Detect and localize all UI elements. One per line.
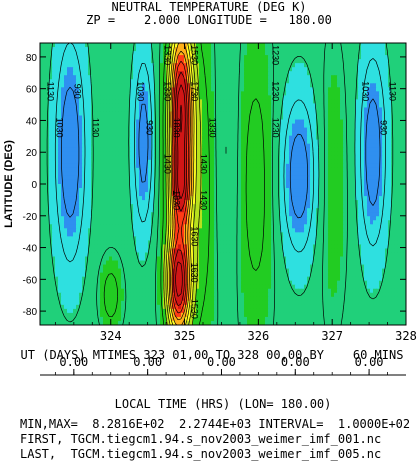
local-time-axis: 0.00 0.00 0.00 0.00 0.00 xyxy=(40,355,406,376)
contour-label: 1130 xyxy=(90,118,100,137)
contour-label: 1530 xyxy=(190,299,200,319)
contour-2230 xyxy=(179,104,183,133)
contour-1530 xyxy=(165,43,197,325)
y-tick-label: 0 xyxy=(31,180,37,191)
y-tick-label: 60 xyxy=(26,85,38,96)
contour-1630 xyxy=(167,43,195,325)
x-axis-title: UT (DAYS) MTIMES 323 01,00 TO 328 00,00 … xyxy=(20,348,404,362)
contour-label: 1230 xyxy=(271,118,281,138)
contour-label: 1630 xyxy=(190,263,200,283)
contour-label: 930 xyxy=(379,120,389,135)
contour-1430 xyxy=(163,43,202,325)
local-time-tick-label: 0.00 xyxy=(59,355,88,369)
contour-label: 1830 xyxy=(172,118,182,138)
y-tick-label: 40 xyxy=(26,116,38,127)
contour-2030 xyxy=(173,71,188,306)
plot-title: NEUTRAL TEMPERATURE (DEG K) xyxy=(111,0,307,14)
plot-subtitle: ZP = 2.000 LONGITUDE = 180.00 xyxy=(86,13,332,27)
local-time-axis-title: LOCAL TIME (HRS) (LON= 180.00) xyxy=(114,397,332,411)
contour-1930 xyxy=(171,60,190,314)
y-tick-label: -80 xyxy=(23,307,38,318)
contour-fill xyxy=(40,43,406,325)
local-time-tick-label: 0.00 xyxy=(133,355,162,369)
contour-1230 xyxy=(96,43,348,325)
last-file-text: LAST, TGCM.tiegcm1.94.s_nov2003_weimer_i… xyxy=(20,447,382,461)
y-tick-label: -60 xyxy=(23,275,38,286)
x-axis: 324 325 326 327 328 xyxy=(54,43,417,343)
y-tick-label: 20 xyxy=(26,148,38,159)
y-axis-label: LATITUDE (DEG) xyxy=(3,140,15,228)
local-time-tick-label: 0.00 xyxy=(281,355,310,369)
x-tick-label: 327 xyxy=(321,329,343,343)
contour-label: 1330 xyxy=(208,118,218,138)
contour-2130 xyxy=(175,84,186,297)
contour-label: 1230 xyxy=(271,45,281,65)
contour-label: 1830 xyxy=(172,190,182,210)
contour-label: 1230 xyxy=(271,81,281,101)
y-axis: -80 -60 -40 -20 0 20 40 60 80 xyxy=(23,53,406,318)
contour-label: 1130 xyxy=(388,82,398,101)
contour-label: 1330 xyxy=(163,81,173,101)
local-time-tick-label: 0.00 xyxy=(355,355,384,369)
contour-label: 1030 xyxy=(361,81,371,101)
contour-1030 xyxy=(54,43,386,263)
contour-label: 1430 xyxy=(163,154,173,174)
contour-label: 1530 xyxy=(190,45,200,65)
first-file-text: FIRST, TGCM.tiegcm1.94.s_nov2003_weimer_… xyxy=(20,432,382,446)
contour-label: 1330 xyxy=(163,45,173,65)
contour-1130 xyxy=(46,43,394,323)
x-tick-label: 324 xyxy=(100,329,122,343)
contour-label: 1730 xyxy=(190,81,200,101)
x-tick-label: 326 xyxy=(248,329,270,343)
contour-1330 xyxy=(103,43,265,325)
contour-label: 1130 xyxy=(46,82,56,101)
x-tick-label: 328 xyxy=(395,329,417,343)
x-tick-label: 325 xyxy=(174,329,196,343)
contour-label: 1430 xyxy=(199,190,209,210)
y-tick-label: -40 xyxy=(23,244,38,255)
contour-label: 1430 xyxy=(199,154,209,174)
contour-1830 xyxy=(170,50,191,321)
contour-label: 1630 xyxy=(190,226,200,246)
y-tick-label: 80 xyxy=(26,53,38,64)
contour-930 xyxy=(61,86,381,219)
contour-1730 xyxy=(168,43,193,325)
contour-lines: 930 930 930 1030 1030 1030 1130 1130 1130 1230 123… xyxy=(46,43,398,325)
min-max-interval-text: MIN,MAX= 8.2816E+02 2.2744E+03 INTERVAL=… xyxy=(20,417,411,431)
contour-label: 1030 xyxy=(54,118,64,138)
contour-label: 930 xyxy=(145,120,155,135)
local-time-tick-label: 0.00 xyxy=(207,355,236,369)
contour-label: 930 xyxy=(73,84,83,99)
y-tick-label: -20 xyxy=(23,212,38,223)
contour-label: 1030 xyxy=(136,81,146,101)
